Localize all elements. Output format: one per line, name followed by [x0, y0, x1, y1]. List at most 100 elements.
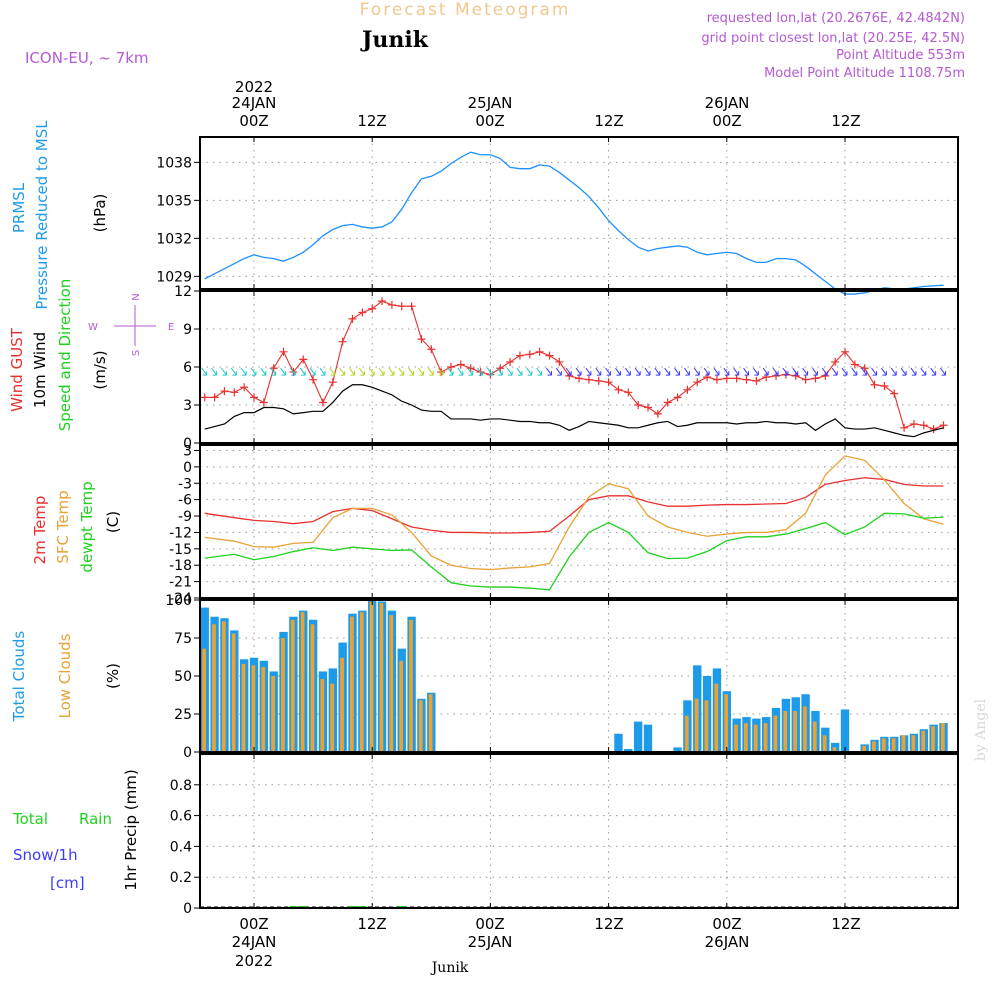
model-name: ICON-EU, ~ 7km	[25, 49, 149, 67]
frame-pressure	[199, 136, 959, 290]
wind-direction-arrow	[910, 367, 917, 376]
cloud-low-bar	[212, 624, 216, 752]
ytick-label-temp: -12	[169, 525, 192, 541]
ytick-label-wind: 12	[174, 284, 192, 300]
cloud-low-bar	[231, 633, 236, 752]
cloud-low-bar	[734, 724, 738, 752]
cloud-low-bar	[271, 676, 275, 752]
wind-direction-arrow	[368, 367, 375, 376]
wind-direction-arrow	[486, 367, 493, 376]
gridlines	[200, 137, 958, 909]
wind-gust-line	[204, 300, 944, 430]
precip-total-label: Total	[12, 810, 48, 828]
ytick-label-temp: -21	[169, 575, 192, 591]
wind-direction-arrow	[418, 367, 424, 376]
wind-gust-point	[230, 388, 239, 397]
model-altitude: Model Point Altitude 1108.75m	[764, 66, 965, 81]
wind-direction-arrow	[664, 367, 671, 376]
wind-gust-point	[909, 420, 918, 428]
wind-direction-arrow	[201, 367, 208, 376]
location-title: Junik	[360, 27, 429, 53]
wind-direction-arrow	[693, 367, 700, 376]
wind-gust-point	[250, 393, 258, 402]
compass-rose: N S W E	[88, 293, 174, 356]
wind-gust-point	[673, 393, 682, 402]
pressure-label-2: Pressure Reduced to MSL	[33, 120, 51, 310]
cloud-low-bar	[822, 735, 827, 752]
cloud-low-bar	[891, 738, 896, 752]
wind-gust-point	[712, 375, 721, 384]
wind-gust-point	[259, 398, 268, 407]
cloud-low-bar	[921, 730, 926, 752]
pressure-unit: (hPa)	[91, 194, 109, 233]
wind-gust-point	[456, 360, 465, 369]
wind-direction-arrow	[457, 367, 464, 376]
wind-gust-point	[210, 393, 219, 402]
wind-gust-point	[387, 300, 396, 309]
wind-direction-arrow	[358, 367, 365, 376]
wind-direction-arrow	[733, 367, 740, 376]
ytick-label-temp: 3	[183, 443, 192, 459]
wind-direction-arrow	[674, 367, 681, 376]
compass-e: E	[168, 322, 174, 333]
precip-snow-label: Snow/1h	[13, 846, 78, 864]
wind-direction-arrow	[831, 367, 838, 376]
wind-direction-arrow	[427, 367, 434, 376]
wind-direction-arrow	[575, 367, 582, 376]
wind-gust-point	[772, 371, 781, 380]
ytick-label-precip: 0	[183, 901, 192, 917]
ytick-label-clouds: 25	[174, 707, 192, 723]
cloud-low-bar	[340, 657, 344, 752]
cloud-low-bar	[300, 612, 305, 752]
wind-direction-arrow	[615, 367, 621, 376]
cloud-total-bar	[673, 747, 682, 752]
cloud-low-bar	[881, 738, 886, 752]
date-top-1: 24JAN	[232, 94, 277, 112]
footer-location: Junik	[430, 960, 469, 976]
wind-gust-point	[407, 302, 416, 311]
wind-gust-point	[850, 360, 859, 369]
wind-gust-point	[703, 373, 712, 382]
ytick-label-wind: 6	[183, 360, 192, 376]
ytick-label-clouds: 0	[183, 745, 192, 761]
wind-direction-arrow	[230, 367, 237, 376]
date-top-3: 26JAN	[705, 94, 750, 112]
ytick-label-precip: 0.2	[170, 870, 192, 886]
wind-direction-arrow	[624, 367, 631, 376]
wind-gust-point	[742, 375, 751, 384]
wind-gust-point	[693, 378, 702, 387]
ytick-label-precip: 0.8	[170, 778, 192, 794]
wind-gust-point	[880, 382, 889, 390]
wind-gust-point	[811, 374, 820, 383]
wind-direction-arrow	[319, 367, 326, 376]
wind-gust-point	[378, 297, 387, 306]
compass-s: S	[131, 350, 142, 356]
cloud-low-bar	[832, 747, 837, 752]
wind-direction-arrow	[920, 367, 927, 376]
cloud-low-bar	[359, 612, 364, 752]
wind-gust-point	[663, 398, 672, 407]
wind-direction-arrow	[821, 367, 828, 376]
wind-gust-point	[683, 385, 692, 394]
frame-precip	[199, 753, 959, 909]
wind-gust-point	[555, 357, 564, 366]
wind-direction-arrow	[260, 367, 267, 376]
temp-label-sfc: SFC Temp	[54, 490, 72, 563]
wind-direction-arrow	[644, 367, 651, 376]
temp-sfc-line	[204, 455, 944, 571]
wind-direction-arrow	[792, 367, 799, 376]
wind-direction-arrow	[329, 367, 336, 376]
cloud-total-bar	[614, 733, 623, 752]
tick-top-1: 00Z	[239, 112, 268, 130]
compass-n: N	[131, 293, 142, 300]
wind-direction-arrow	[506, 367, 513, 376]
wind-direction-arrow	[211, 367, 218, 376]
compass-w: W	[88, 322, 98, 333]
wind-direction-arrow	[654, 367, 661, 376]
ytick-label-pressure: 1035	[156, 193, 192, 209]
wind-direction-arrow	[930, 367, 937, 376]
wind-gust-point	[732, 374, 741, 383]
wind-gust-point	[614, 385, 623, 394]
wind-gust-point	[506, 357, 515, 366]
tick-top-4: 12Z	[594, 112, 623, 130]
